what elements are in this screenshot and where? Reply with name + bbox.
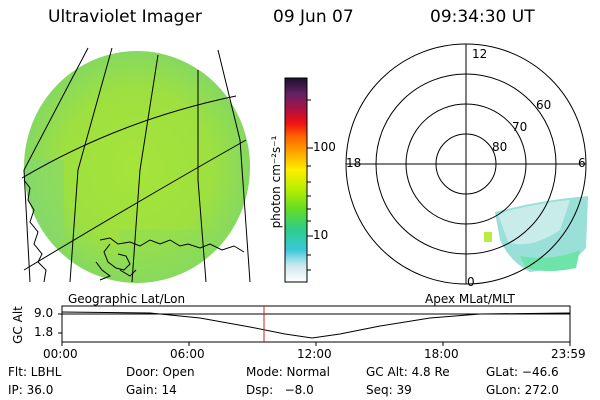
colorbar-tick-10: 10 (313, 228, 329, 242)
status-dsp: Dsp: −8.0 (246, 383, 314, 397)
ytick-1-8: 1.8 (34, 325, 54, 339)
mlat-label-60: 60 (536, 98, 552, 112)
status-mode: Mode: Normal (246, 365, 330, 379)
polar-plot (345, 43, 588, 285)
mlat-label-70: 70 (512, 120, 528, 134)
mlt-label-0: 0 (467, 275, 475, 289)
geographic-caption: Geographic Lat/Lon (68, 292, 186, 306)
status-gain: Gain: 14 (126, 383, 177, 397)
status-filter: Flt: LBHL (8, 365, 62, 379)
mlat-label-80: 80 (492, 140, 508, 154)
mlt-label-18: 18 (346, 156, 362, 170)
xtick-1800: 18:00 (424, 347, 459, 361)
mlt-label-12: 12 (472, 47, 488, 61)
colorbar-tick-100: 100 (313, 140, 336, 154)
instrument-title: Ultraviolet Imager (48, 7, 202, 27)
xtick-0600: 06:00 (170, 347, 205, 361)
image-time: 09:34:30 UT (430, 7, 535, 27)
color-scale-bar (284, 77, 313, 283)
status-door: Door: Open (126, 365, 195, 379)
earth-image (21, 47, 251, 283)
xtick-1200: 12:00 (297, 347, 332, 361)
status-glat: GLat: −46.6 (486, 365, 559, 379)
gc-alt-axis-label: GC Alt (11, 306, 25, 344)
colorbar-unit-label: photon cm⁻²s⁻¹ (269, 135, 283, 229)
mlt-label-6: 6 (578, 156, 586, 170)
status-ip: IP: 36.0 (8, 383, 54, 397)
xtick-2359: 23:59 (551, 347, 586, 361)
status-gc-alt: GC Alt: 4.8 Re (366, 365, 450, 379)
orbit-altitude-plot (58, 305, 571, 346)
ytick-9: 9.0 (34, 306, 54, 320)
status-seq: Seq: 39 (366, 383, 412, 397)
image-date: 09 Jun 07 (273, 7, 354, 27)
xtick-0000: 00:00 (43, 347, 78, 361)
apex-caption: Apex MLat/MLT (425, 292, 515, 306)
status-glon: GLon: 272.0 (486, 383, 559, 397)
